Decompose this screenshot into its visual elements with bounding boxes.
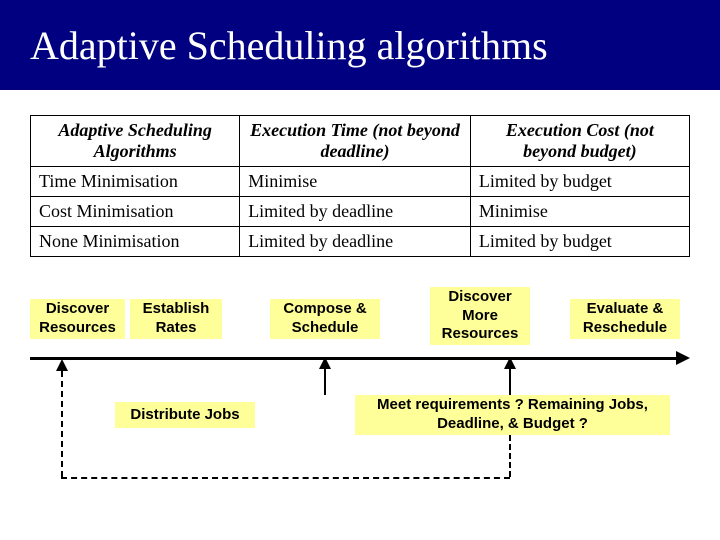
box-distribute-jobs: Distribute Jobs <box>115 402 255 428</box>
main-arrow-line <box>30 357 678 360</box>
cell: Limited by budget <box>470 227 689 257</box>
cell: Limited by deadline <box>240 197 471 227</box>
box-label: Compose &Schedule <box>283 300 366 338</box>
col-header-2: Execution Cost (not beyond budget) <box>470 116 689 167</box>
cell: Limited by deadline <box>240 227 471 257</box>
feedback-dash-left <box>61 371 63 477</box>
title-bar: Adaptive Scheduling algorithms <box>0 0 720 90</box>
cell: Limited by budget <box>470 167 689 197</box>
connector-up-2-head <box>504 357 516 369</box>
box-label: Evaluate &Reschedule <box>583 300 667 338</box>
col-header-0: Adaptive Scheduling Algorithms <box>31 116 240 167</box>
algorithms-table: Adaptive Scheduling Algorithms Execution… <box>30 115 690 257</box>
box-evaluate-reschedule: Evaluate &Reschedule <box>570 299 680 339</box>
box-establish-rates: EstablishRates <box>130 299 222 339</box>
feedback-arrowhead <box>56 359 68 371</box>
table-header-row: Adaptive Scheduling Algorithms Execution… <box>31 116 690 167</box>
connector-up-1-head <box>319 357 331 369</box>
cell: Cost Minimisation <box>31 197 240 227</box>
table-row: Cost Minimisation Limited by deadline Mi… <box>31 197 690 227</box>
main-arrow-head <box>676 351 690 365</box>
box-discover-more: DiscoverMoreResources <box>430 287 530 345</box>
table-row: None Minimisation Limited by deadline Li… <box>31 227 690 257</box>
cell: Minimise <box>240 167 471 197</box>
box-compose-schedule: Compose &Schedule <box>270 299 380 339</box>
feedback-dash-right <box>509 435 511 477</box>
box-label: DiscoverMoreResources <box>442 288 519 344</box>
workflow-diagram: DiscoverResources EstablishRates Compose… <box>30 287 690 517</box>
col-header-1: Execution Time (not beyond deadline) <box>240 116 471 167</box>
table-row: Time Minimisation Minimise Limited by bu… <box>31 167 690 197</box>
cell: Time Minimisation <box>31 167 240 197</box>
box-label: Distribute Jobs <box>130 406 239 425</box>
box-label: EstablishRates <box>143 300 210 338</box>
page-title: Adaptive Scheduling algorithms <box>30 22 548 69</box>
cell: None Minimisation <box>31 227 240 257</box>
box-label: DiscoverResources <box>39 300 116 338</box>
cell: Minimise <box>470 197 689 227</box>
box-meet-requirements: Meet requirements ? Remaining Jobs, Dead… <box>355 395 670 435</box>
box-label: Meet requirements ? Remaining Jobs, Dead… <box>361 396 664 434</box>
box-discover-resources: DiscoverResources <box>30 299 125 339</box>
feedback-dash-bottom <box>61 477 510 479</box>
